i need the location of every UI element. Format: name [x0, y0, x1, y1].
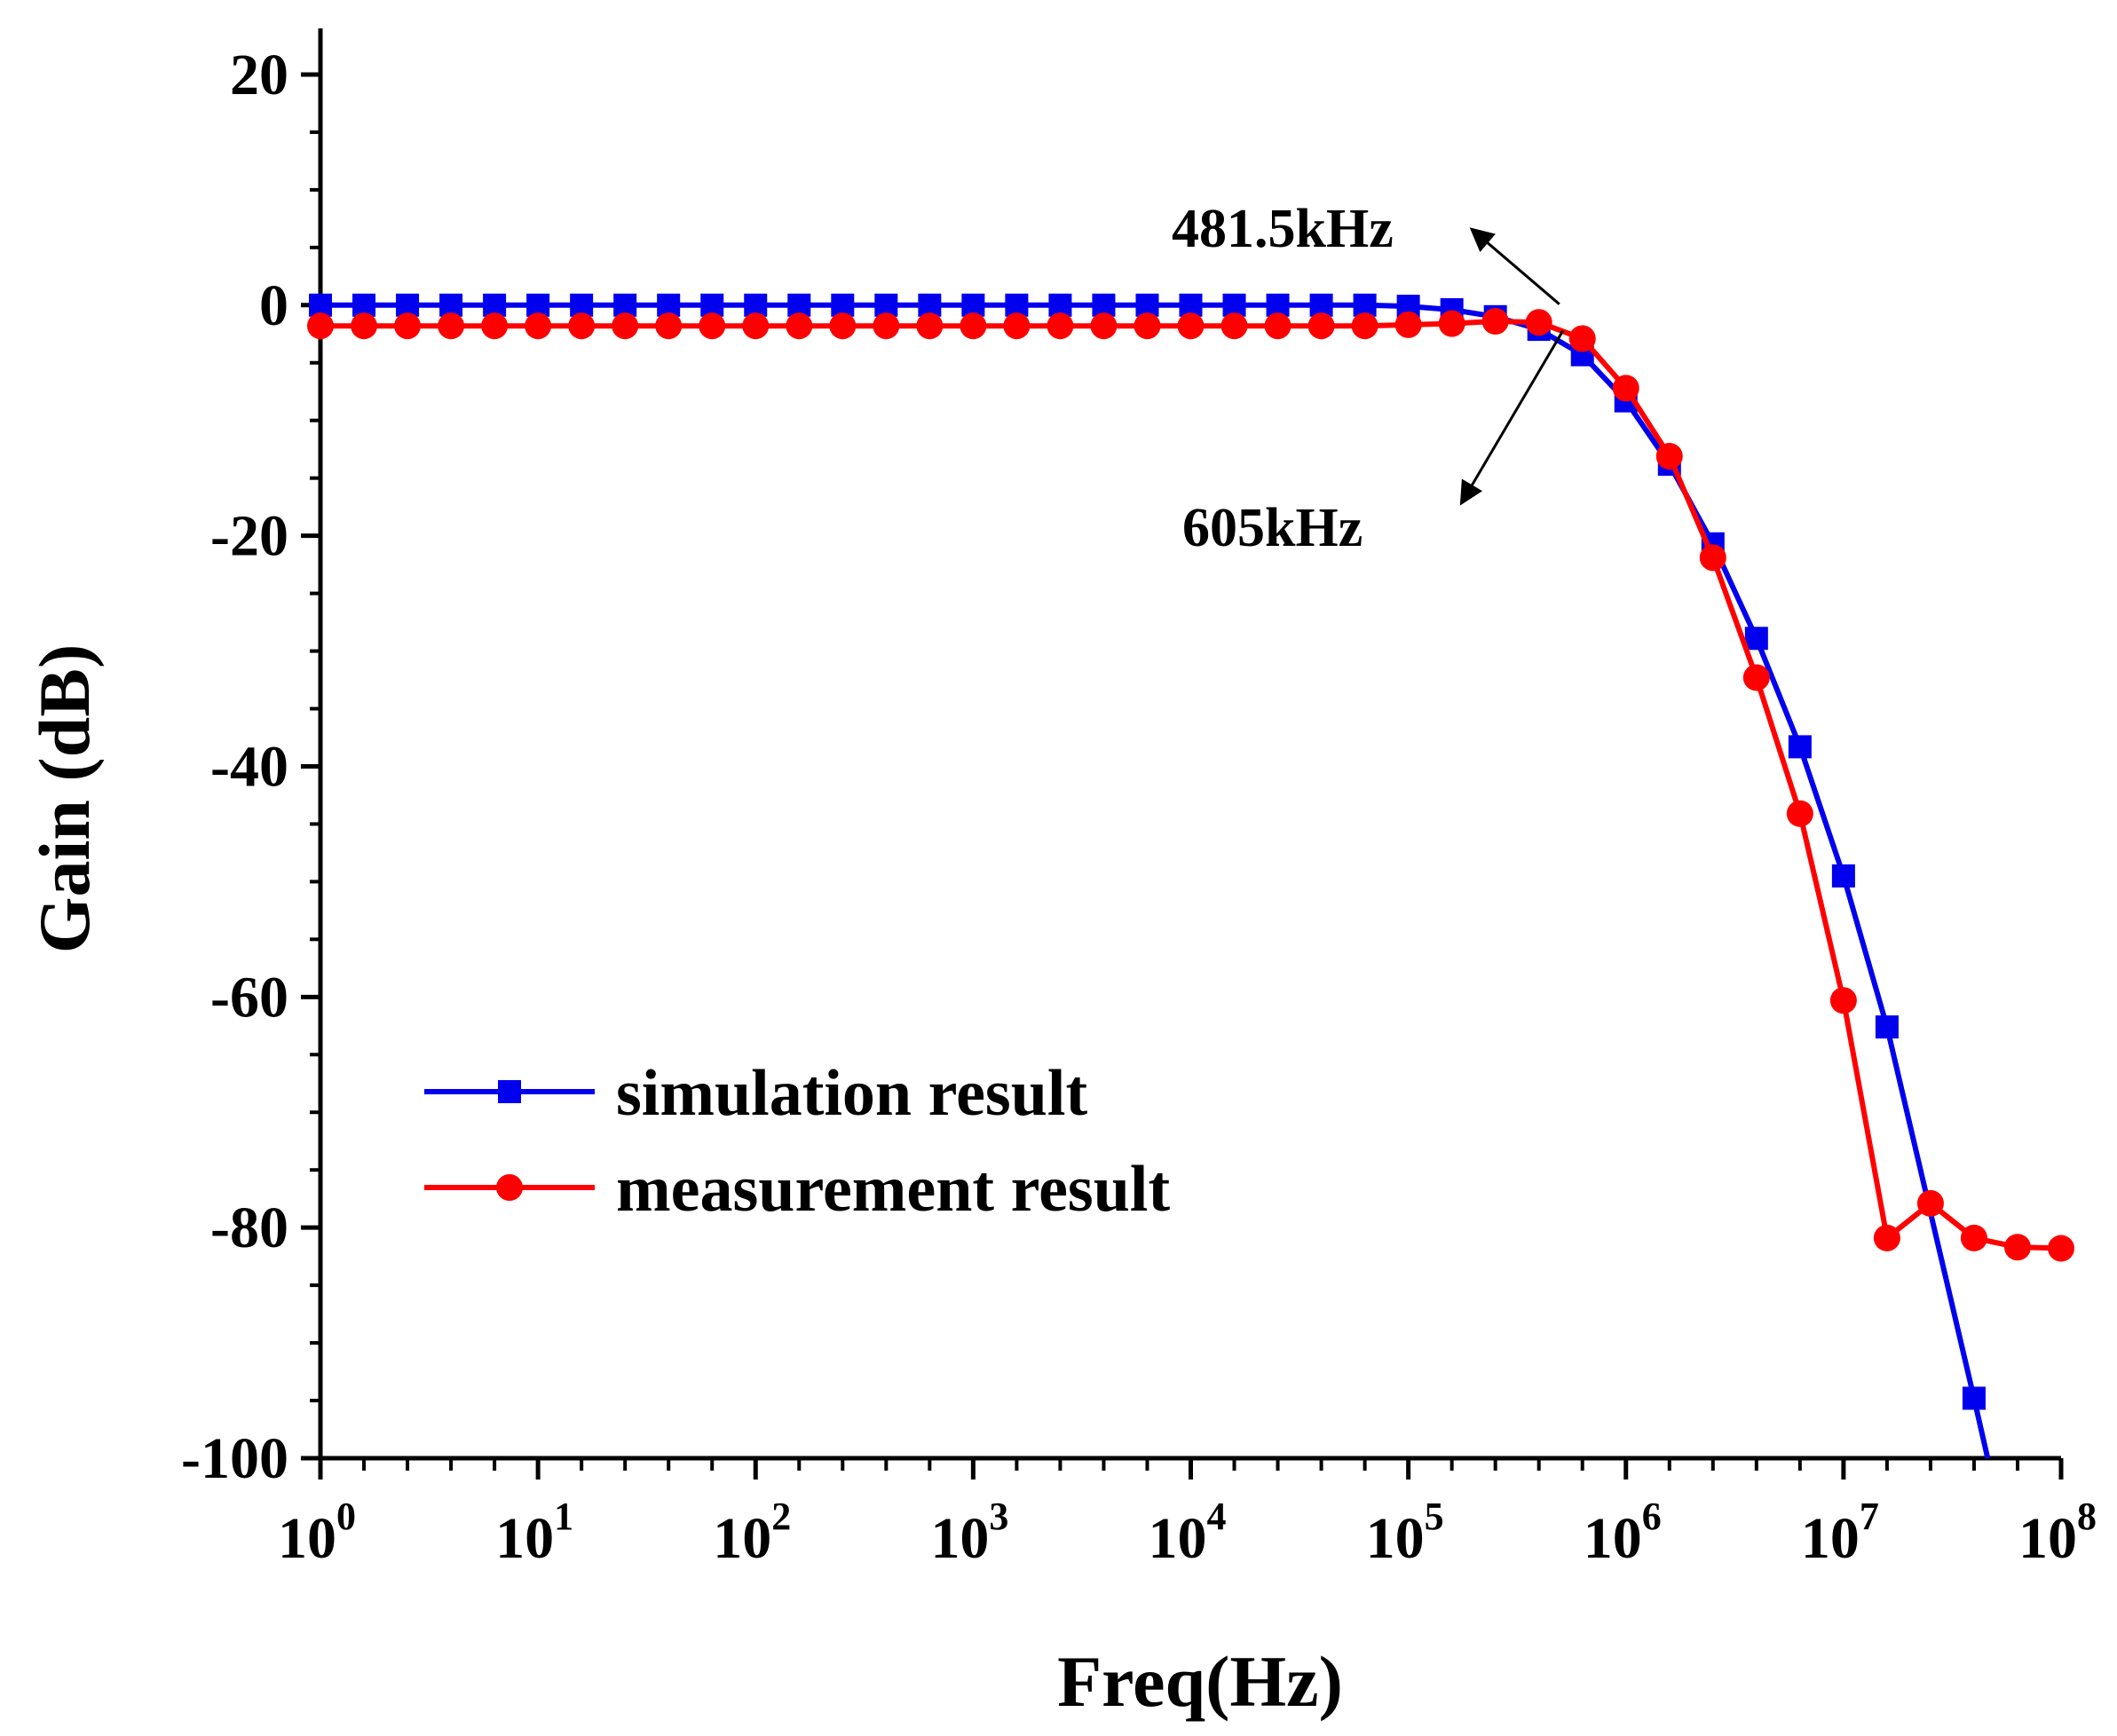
x-tick-label: 101	[495, 1495, 573, 1571]
series-line	[320, 319, 2062, 1251]
data-point	[1786, 800, 1813, 827]
data-point	[916, 312, 944, 340]
data-point	[1394, 311, 1422, 338]
annotation-layer: 481.5kHz 605kHz	[1172, 199, 1565, 558]
data-point	[481, 312, 509, 340]
data-point	[1090, 312, 1118, 340]
y-tick-label: -40	[210, 734, 288, 799]
data-point	[1525, 309, 1552, 336]
data-point	[568, 312, 596, 340]
data-point	[1831, 864, 1855, 888]
series-measurement	[307, 307, 2074, 1262]
data-point	[742, 312, 770, 340]
x-axis-title: Freq(Hz)	[1057, 1641, 1343, 1722]
data-point	[394, 312, 422, 340]
x-axis-ticks: 100 101 102 103 104 105 106 107 108	[278, 1458, 2097, 1571]
series-line	[320, 302, 1991, 1459]
data-point	[1134, 312, 1161, 340]
data-point	[1742, 664, 1770, 691]
data-point	[1962, 1386, 1986, 1410]
data-point	[1699, 544, 1726, 572]
data-point	[612, 312, 639, 340]
annotation-label: 605kHz	[1182, 498, 1363, 558]
data-point	[307, 312, 334, 340]
series-simulation	[309, 293, 1991, 1459]
legend-label-simulation: simulation result	[616, 1057, 1087, 1130]
data-point	[525, 312, 552, 340]
y-tick-label: 20	[230, 43, 288, 107]
y-tick-label: 0	[259, 273, 288, 338]
data-point	[960, 312, 987, 340]
data-point	[351, 312, 378, 340]
x-tick-label: 107	[1801, 1495, 1879, 1571]
data-point	[1481, 307, 1509, 335]
data-point	[1873, 1224, 1900, 1251]
data-point	[1875, 1015, 1899, 1039]
data-point	[1438, 310, 1465, 337]
legend-swatch-simulation-marker	[498, 1080, 521, 1103]
data-point	[1612, 375, 1639, 402]
data-point	[1916, 1189, 1944, 1217]
data-point	[1047, 312, 1074, 340]
annotation-label: 481.5kHz	[1172, 199, 1394, 259]
x-tick-label: 104	[1149, 1495, 1227, 1571]
x-tick-label: 100	[278, 1495, 356, 1571]
y-axis-ticks: 20 0 -20 -40 -60 -80 -100	[181, 43, 320, 1491]
y-tick-label: -20	[210, 504, 288, 569]
data-point	[1264, 312, 1292, 340]
data-point	[873, 312, 900, 340]
data-point	[1568, 325, 1596, 352]
y-tick-label: -60	[210, 965, 288, 1030]
data-point	[2048, 1235, 2074, 1262]
data-point	[786, 312, 813, 340]
x-tick-label: 102	[713, 1495, 791, 1571]
y-tick-label: -80	[210, 1195, 288, 1260]
data-point	[1220, 312, 1248, 340]
data-point	[1744, 627, 1768, 651]
data-point	[1829, 987, 1857, 1014]
x-tick-label: 108	[2018, 1495, 2097, 1571]
y-axis-title: Gain (dB)	[24, 644, 105, 954]
data-point	[1003, 312, 1031, 340]
annotation-arrow	[1469, 227, 1560, 305]
annotation-arrow	[1459, 329, 1565, 506]
data-point	[1960, 1224, 1987, 1251]
x-tick-label: 106	[1584, 1495, 1662, 1571]
y-tick-label: -100	[181, 1426, 288, 1491]
data-point	[438, 312, 465, 340]
legend-label-measurement: measurement result	[616, 1153, 1170, 1226]
data-point	[699, 312, 726, 340]
data-point	[1788, 735, 1812, 759]
x-tick-label: 105	[1366, 1495, 1444, 1571]
data-point	[829, 312, 857, 340]
x-tick-label: 103	[930, 1495, 1008, 1571]
data-point	[2003, 1234, 2031, 1261]
legend-swatch-measurement-marker	[496, 1174, 523, 1201]
data-point	[1655, 443, 1683, 470]
series-layer	[307, 293, 2074, 1459]
legend: simulation result measurement result	[424, 1057, 1170, 1226]
data-point	[1307, 312, 1335, 340]
data-point	[655, 312, 683, 340]
data-point	[1177, 312, 1205, 340]
data-point	[1351, 312, 1378, 340]
